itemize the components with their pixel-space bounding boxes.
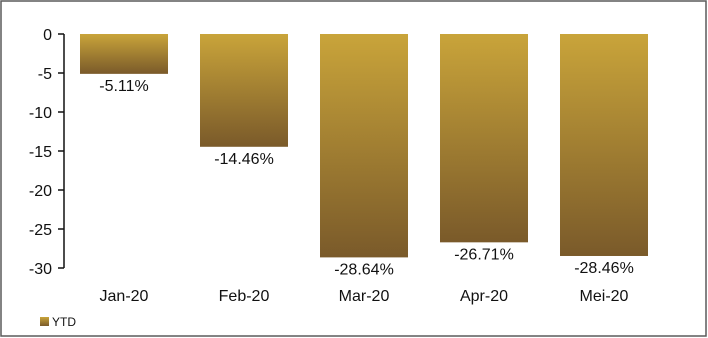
data-labels: -5.11% -14.46% -28.64% -26.71% -28.46% bbox=[99, 78, 634, 279]
bar-apr-20 bbox=[440, 34, 528, 243]
data-label: -14.46% bbox=[214, 151, 274, 168]
legend: YTD bbox=[40, 315, 76, 329]
x-tick-label: Jan-20 bbox=[100, 288, 149, 305]
y-tick-label: 0 bbox=[43, 27, 52, 44]
y-tick-label: -30 bbox=[29, 261, 52, 278]
data-label: -28.46% bbox=[574, 260, 634, 277]
y-tick-label: -20 bbox=[29, 183, 52, 200]
y-tick-label: -5 bbox=[38, 66, 52, 83]
x-tick-label: Mar-20 bbox=[339, 288, 390, 305]
bars bbox=[80, 34, 648, 258]
y-tick-label: -25 bbox=[29, 222, 52, 239]
bar-jan-20 bbox=[80, 34, 168, 74]
legend-swatch-ytd bbox=[40, 317, 49, 326]
legend-label-ytd: YTD bbox=[52, 315, 76, 329]
y-tick-label: -15 bbox=[29, 144, 52, 161]
data-label: -5.11% bbox=[99, 78, 149, 95]
data-label: -26.71% bbox=[454, 246, 514, 263]
x-axis: Jan-20 Feb-20 Mar-20 Apr-20 Mei-20 bbox=[100, 288, 629, 305]
bar-feb-20 bbox=[200, 34, 288, 147]
y-axis: 0 -5 -10 -15 -20 -25 -30 bbox=[29, 27, 65, 278]
x-tick-label: Mei-20 bbox=[580, 288, 629, 305]
bar-mar-20 bbox=[320, 34, 408, 258]
y-tick-label: -10 bbox=[29, 105, 52, 122]
bar-mei-20 bbox=[560, 34, 648, 256]
data-label: -28.64% bbox=[334, 261, 394, 278]
x-tick-label: Apr-20 bbox=[460, 288, 508, 305]
x-tick-label: Feb-20 bbox=[219, 288, 270, 305]
